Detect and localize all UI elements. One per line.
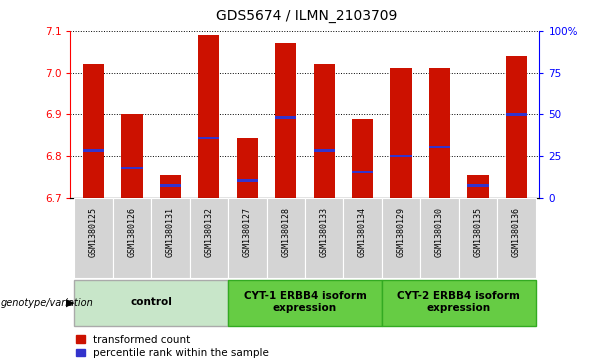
- Text: GSM1380132: GSM1380132: [204, 207, 213, 257]
- Bar: [429, 68, 450, 198]
- Bar: [74, 280, 228, 326]
- Text: control: control: [131, 297, 172, 307]
- Text: GSM1380131: GSM1380131: [166, 207, 175, 257]
- Bar: [506, 113, 527, 115]
- Text: GSM1380126: GSM1380126: [128, 207, 137, 257]
- Bar: [352, 171, 373, 173]
- Bar: [390, 155, 412, 157]
- Text: GSM1380133: GSM1380133: [320, 207, 329, 257]
- Bar: [151, 198, 189, 278]
- Bar: [83, 64, 104, 198]
- Bar: [113, 198, 151, 278]
- Bar: [121, 114, 143, 198]
- Bar: [352, 119, 373, 198]
- Bar: [305, 198, 343, 278]
- Bar: [382, 280, 536, 326]
- Bar: [429, 146, 450, 148]
- Text: GSM1380128: GSM1380128: [281, 207, 290, 257]
- Legend: transformed count, percentile rank within the sample: transformed count, percentile rank withi…: [75, 335, 269, 358]
- Text: GSM1380130: GSM1380130: [435, 207, 444, 257]
- Text: CYT-2 ERBB4 isoform
expression: CYT-2 ERBB4 isoform expression: [397, 291, 520, 313]
- Text: ▶: ▶: [66, 298, 74, 308]
- Bar: [497, 198, 536, 278]
- Bar: [160, 175, 181, 198]
- Bar: [467, 175, 489, 198]
- Bar: [275, 43, 296, 198]
- Bar: [421, 198, 459, 278]
- Bar: [390, 68, 412, 198]
- Bar: [189, 198, 228, 278]
- Bar: [267, 198, 305, 278]
- Bar: [198, 35, 219, 198]
- Text: GSM1380134: GSM1380134: [358, 207, 367, 257]
- Text: GSM1380125: GSM1380125: [89, 207, 98, 257]
- Bar: [382, 198, 421, 278]
- Text: GSM1380127: GSM1380127: [243, 207, 252, 257]
- Bar: [228, 280, 382, 326]
- Text: genotype/variation: genotype/variation: [1, 298, 93, 308]
- Bar: [228, 198, 267, 278]
- Text: GSM1380129: GSM1380129: [397, 207, 406, 257]
- Bar: [237, 179, 258, 182]
- Bar: [459, 198, 497, 278]
- Bar: [198, 137, 219, 139]
- Text: GSM1380135: GSM1380135: [473, 207, 482, 257]
- Bar: [237, 138, 258, 198]
- Bar: [343, 198, 382, 278]
- Bar: [314, 64, 335, 198]
- Bar: [74, 198, 113, 278]
- Bar: [275, 117, 296, 119]
- Bar: [467, 184, 489, 187]
- Bar: [160, 184, 181, 187]
- Text: CYT-1 ERBB4 isoform
expression: CYT-1 ERBB4 isoform expression: [243, 291, 367, 313]
- Bar: [506, 56, 527, 198]
- Bar: [83, 150, 104, 152]
- Text: GSM1380136: GSM1380136: [512, 207, 521, 257]
- Bar: [314, 150, 335, 152]
- Text: GDS5674 / ILMN_2103709: GDS5674 / ILMN_2103709: [216, 9, 397, 23]
- Bar: [121, 167, 143, 169]
